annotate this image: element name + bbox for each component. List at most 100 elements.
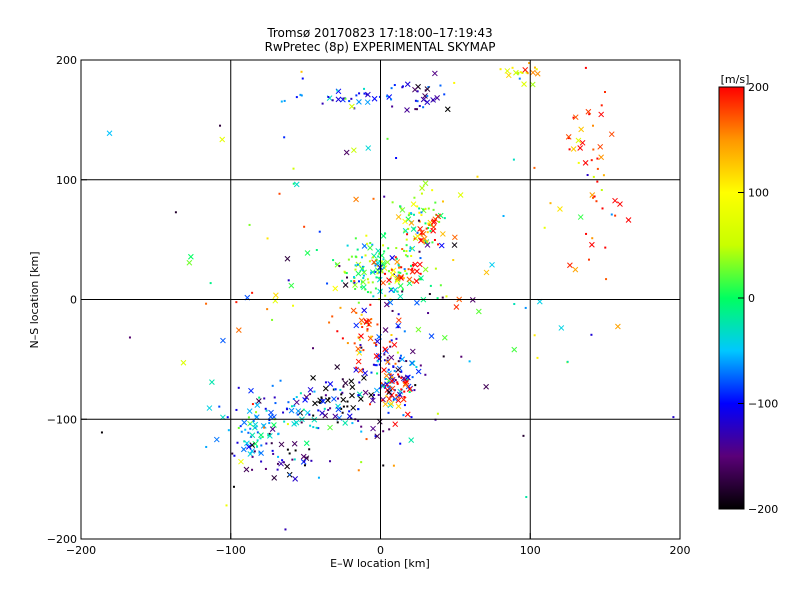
scatter-point bbox=[331, 396, 337, 402]
scatter-point bbox=[426, 231, 429, 234]
scatter-point bbox=[291, 421, 297, 427]
scatter-point bbox=[390, 267, 397, 274]
scatter-point bbox=[353, 276, 356, 279]
scatter-point bbox=[319, 410, 326, 416]
scatter-point bbox=[343, 149, 350, 156]
scatter-point bbox=[278, 460, 284, 467]
scatter-point bbox=[577, 161, 580, 164]
scatter-point bbox=[287, 401, 290, 404]
scatter-point bbox=[295, 396, 298, 399]
scatter-point bbox=[346, 276, 349, 279]
scatter-points bbox=[100, 62, 675, 531]
scatter-point bbox=[362, 274, 365, 277]
scatter-point bbox=[397, 293, 404, 300]
scatter-point bbox=[364, 288, 367, 291]
scatter-point bbox=[258, 450, 264, 456]
scatter-point bbox=[374, 338, 381, 345]
scatter-point bbox=[408, 437, 415, 443]
scatter-point bbox=[361, 326, 364, 329]
scatter-point bbox=[360, 425, 363, 428]
scatter-point bbox=[402, 382, 409, 388]
scatter-point bbox=[414, 99, 417, 102]
scatter-point bbox=[528, 62, 531, 65]
scatter-point bbox=[483, 383, 489, 390]
scatter-point bbox=[286, 423, 289, 426]
scatter-point bbox=[385, 95, 388, 98]
scatter-point bbox=[312, 400, 318, 407]
scatter-point bbox=[422, 180, 429, 187]
scatter-point bbox=[567, 262, 573, 269]
scatter-point bbox=[417, 219, 420, 222]
scatter-point bbox=[369, 397, 376, 404]
scatter-point bbox=[383, 359, 386, 362]
scatter-point bbox=[251, 468, 254, 471]
scatter-point bbox=[380, 262, 387, 268]
y-axis-label: N–S location [km] bbox=[28, 251, 41, 348]
scatter-point bbox=[258, 432, 264, 438]
scatter-point bbox=[522, 434, 525, 437]
scatter-point bbox=[410, 201, 417, 207]
scatter-point bbox=[353, 281, 356, 284]
scatter-point bbox=[436, 297, 439, 300]
scatter-point bbox=[361, 269, 364, 272]
x-tick-label: 0 bbox=[377, 544, 384, 557]
scatter-point bbox=[251, 403, 254, 406]
x-axis-label: E–W location [km] bbox=[330, 557, 430, 570]
scatter-point bbox=[419, 185, 425, 191]
scatter-point bbox=[422, 266, 429, 273]
scatter-point bbox=[441, 200, 444, 203]
scatter-point bbox=[389, 287, 392, 290]
scatter-point bbox=[414, 384, 417, 387]
scatter-point bbox=[431, 241, 434, 244]
scatter-point bbox=[389, 345, 392, 348]
scatter-point bbox=[300, 453, 307, 460]
scatter-point bbox=[441, 334, 448, 341]
scatter-point bbox=[602, 174, 605, 177]
scatter-point bbox=[475, 308, 482, 315]
scatter-point bbox=[451, 242, 458, 248]
scatter-point bbox=[367, 324, 370, 327]
scatter-point bbox=[258, 396, 261, 399]
scatter-point bbox=[395, 157, 398, 160]
scatter-point bbox=[434, 267, 437, 270]
scatter-point bbox=[407, 214, 410, 217]
scatter-point bbox=[358, 338, 361, 341]
scatter-point bbox=[424, 99, 431, 106]
scatter-point bbox=[255, 398, 262, 404]
scatter-point bbox=[499, 68, 502, 71]
scatter-point bbox=[600, 104, 603, 107]
scatter-point bbox=[380, 279, 386, 286]
scatter-point bbox=[325, 397, 331, 404]
scatter-point bbox=[264, 407, 267, 410]
scatter-point bbox=[388, 400, 395, 407]
scatter-point bbox=[357, 280, 360, 283]
scatter-point bbox=[317, 409, 320, 412]
scatter-point bbox=[405, 250, 408, 253]
scatter-point bbox=[244, 428, 247, 431]
scatter-point bbox=[592, 196, 595, 199]
scatter-point bbox=[361, 265, 364, 268]
scatter-point bbox=[249, 442, 256, 448]
scatter-point bbox=[408, 220, 415, 226]
scatter-point bbox=[394, 256, 397, 259]
scatter-point bbox=[209, 282, 212, 285]
scatter-point bbox=[362, 368, 365, 371]
scatter-point bbox=[238, 458, 244, 465]
scatter-point bbox=[424, 373, 427, 376]
scatter-point bbox=[404, 254, 407, 257]
scatter-point bbox=[368, 260, 371, 263]
scatter-point bbox=[243, 466, 250, 473]
scatter-point bbox=[529, 81, 536, 88]
scatter-point bbox=[373, 353, 380, 359]
scatter-point bbox=[593, 195, 596, 198]
scatter-point bbox=[413, 237, 416, 240]
scatter-point bbox=[368, 392, 374, 398]
scatter-point bbox=[346, 244, 349, 247]
scatter-point bbox=[390, 98, 393, 101]
scatter-point bbox=[442, 355, 445, 358]
scatter-point bbox=[209, 379, 215, 385]
scatter-point bbox=[377, 393, 380, 396]
y-tick-label: 100 bbox=[56, 174, 77, 187]
scatter-point bbox=[367, 281, 370, 284]
scatter-point bbox=[394, 362, 397, 365]
